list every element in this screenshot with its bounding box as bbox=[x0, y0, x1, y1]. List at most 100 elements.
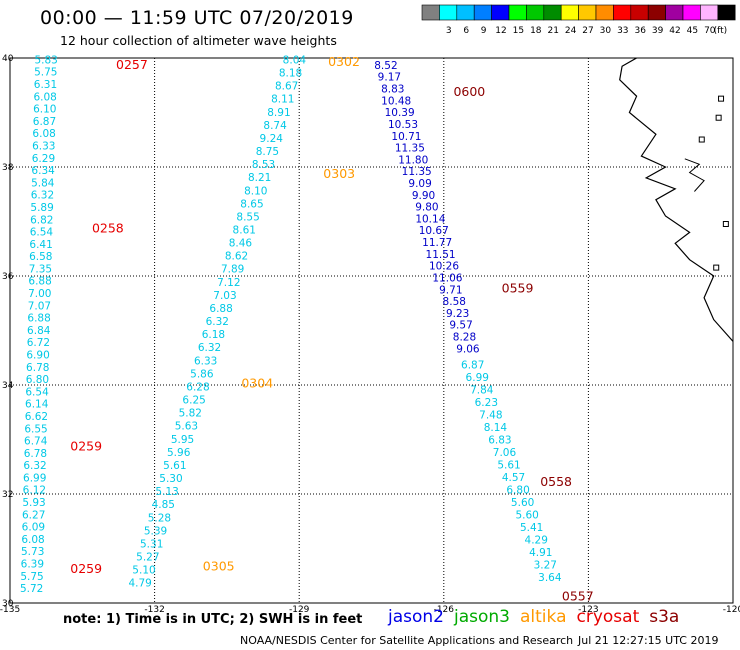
altimeter-tracks: 5.835.756.316.086.106.876.086.336.296.34… bbox=[20, 54, 562, 595]
wave-height-value: 5.89 bbox=[30, 202, 53, 214]
wave-height-value: 6.33 bbox=[32, 141, 55, 153]
wave-height-value: 6.32 bbox=[206, 316, 229, 328]
wave-height-value: 6.12 bbox=[23, 485, 46, 497]
wave-height-value: 9.80 bbox=[415, 202, 438, 214]
wave-height-value: 5.60 bbox=[511, 497, 534, 509]
wave-height-value: 5.72 bbox=[20, 583, 43, 595]
wave-height-value: 9.09 bbox=[408, 178, 431, 190]
wave-height-value: 6.78 bbox=[26, 362, 49, 374]
wave-height-value: 10.39 bbox=[385, 107, 415, 119]
wave-height-value: 5.13 bbox=[155, 486, 178, 498]
wave-height-value: 5.75 bbox=[34, 67, 57, 79]
wave-height-value: 5.96 bbox=[167, 447, 191, 459]
pass-time-label: 0257 bbox=[116, 57, 148, 72]
wave-height-value: 9.24 bbox=[260, 133, 284, 145]
wave-height-value: 5.84 bbox=[31, 177, 55, 189]
page-subtitle: 12 hour collection of altimeter wave hei… bbox=[60, 33, 337, 48]
pass-time-label: 0600 bbox=[453, 84, 485, 99]
wave-height-value: 6.74 bbox=[24, 436, 48, 448]
pass-times: 0257 0258 0259 0259 0302 0303 0304 0305 0600 0559… bbox=[70, 54, 593, 603]
lon-tick-label: -132 bbox=[144, 605, 164, 615]
wave-height-value: 6.58 bbox=[29, 251, 52, 263]
wave-height-value: 5.10 bbox=[132, 565, 155, 577]
wave-height-value: 6.25 bbox=[182, 395, 205, 407]
scale-label: 15 bbox=[513, 26, 524, 36]
wave-height-value: 8.75 bbox=[256, 146, 279, 158]
wave-height-value: 6.39 bbox=[21, 559, 44, 571]
lake-outline bbox=[715, 114, 722, 121]
wave-height-value: 6.87 bbox=[461, 360, 484, 372]
satellite-legend: jason2 jason3 altika cryosat s3a bbox=[388, 607, 689, 627]
wave-height-value: 5.75 bbox=[20, 571, 43, 583]
wave-height-value: 6.62 bbox=[25, 411, 48, 423]
lon-tick-label: -129 bbox=[289, 605, 310, 615]
map-border bbox=[9, 57, 734, 604]
wave-height-value: 5.61 bbox=[497, 460, 520, 472]
wave-height-value: 6.32 bbox=[31, 190, 54, 202]
wave-height-value: 11.77 bbox=[422, 237, 452, 249]
wave-height-value: 6.99 bbox=[23, 472, 46, 484]
pass-time-label: 0557 bbox=[562, 588, 594, 603]
wave-height-value: 10.26 bbox=[429, 261, 459, 273]
wave-height-value: 6.10 bbox=[33, 104, 56, 116]
lon-tick-label: -123 bbox=[578, 605, 598, 615]
wave-height-value: 5.28 bbox=[148, 512, 171, 524]
wave-height-value: 9.23 bbox=[446, 308, 469, 320]
wave-height-value: 6.82 bbox=[30, 214, 53, 226]
lat-tick-label: 36 bbox=[2, 272, 14, 282]
wave-height-value: 9.90 bbox=[412, 190, 435, 202]
scale-label: 45 bbox=[687, 26, 698, 36]
wave-height-value: 8.53 bbox=[252, 159, 275, 171]
wave-height-value: 8.65 bbox=[240, 198, 263, 210]
wave-height-value: 6.54 bbox=[30, 227, 54, 239]
wave-height-value: 6.84 bbox=[27, 325, 51, 337]
wave-height-value: 10.71 bbox=[391, 131, 421, 143]
wave-height-value: 5.93 bbox=[22, 497, 45, 509]
legend-jason3: jason3 bbox=[454, 607, 510, 627]
wave-height-value: 9.57 bbox=[449, 320, 472, 332]
axis-ticks: -135 -132 -129 -126 -123 -120 40 38 36 34 32 30 bbox=[0, 54, 740, 615]
pass-time-label: 0558 bbox=[540, 474, 572, 489]
wave-height-value: 6.99 bbox=[466, 372, 489, 384]
footer-note: note: 1) Time is in UTC; 2) SWH is in fe… bbox=[63, 612, 363, 627]
wave-height-value: 8.21 bbox=[248, 172, 271, 184]
wave-height-value: 6.80 bbox=[26, 374, 49, 386]
wave-height-value: 11.35 bbox=[395, 143, 425, 155]
lat-tick-label: 34 bbox=[2, 381, 14, 391]
wave-height-value: 8.91 bbox=[267, 107, 290, 119]
wave-height-value: 7.48 bbox=[479, 410, 502, 422]
wave-height-value: 7.03 bbox=[213, 290, 236, 302]
scale-label: 36 bbox=[634, 26, 646, 36]
wave-height-value: 9.71 bbox=[439, 284, 462, 296]
lon-tick-label: -126 bbox=[434, 605, 455, 615]
wave-height-value: 5.39 bbox=[144, 525, 167, 537]
wave-height-value: 3.27 bbox=[534, 560, 557, 572]
wave-height-value: 8.58 bbox=[443, 296, 466, 308]
wave-height-value: 6.72 bbox=[27, 337, 50, 349]
wave-height-value: 6.08 bbox=[21, 534, 44, 546]
scale-unit: (ft) bbox=[714, 26, 728, 36]
wave-height-value: 6.33 bbox=[194, 355, 217, 367]
scale-label: 24 bbox=[565, 26, 577, 36]
lon-tick-label: -120 bbox=[723, 605, 740, 615]
wave-height-value: 6.32 bbox=[23, 460, 46, 472]
wave-height-value: 7.07 bbox=[28, 300, 51, 312]
wave-height-value: 6.29 bbox=[32, 153, 55, 165]
wave-height-value: 5.86 bbox=[190, 368, 214, 380]
wave-height-value: 5.82 bbox=[179, 408, 202, 420]
wave-height-value: 4.29 bbox=[525, 535, 548, 547]
lake-outline bbox=[713, 264, 720, 271]
wave-height-value: 6.14 bbox=[25, 399, 49, 411]
wave-height-value: 6.80 bbox=[506, 485, 529, 497]
pass-time-label: 0304 bbox=[241, 376, 273, 391]
legend-jason2: jason2 bbox=[388, 607, 444, 627]
lat-tick-label: 32 bbox=[2, 490, 13, 500]
scale-label: 12 bbox=[495, 26, 506, 36]
wave-height-value: 6.88 bbox=[209, 303, 232, 315]
wave-height-value: 11.51 bbox=[426, 249, 456, 261]
scale-swatch bbox=[717, 4, 736, 21]
pass-time-label: 0303 bbox=[323, 166, 355, 181]
wave-height-value: 5.41 bbox=[520, 522, 543, 534]
wave-height-value: 8.18 bbox=[279, 68, 302, 80]
